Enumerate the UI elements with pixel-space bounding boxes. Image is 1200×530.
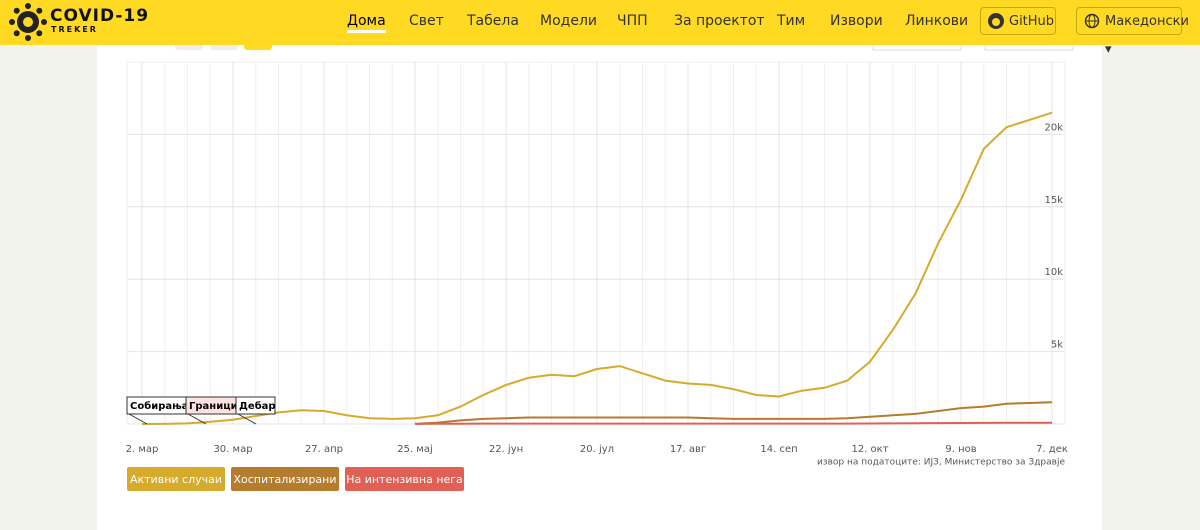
github-button[interactable]: GitHub (980, 7, 1056, 35)
source-note: извор на податоците: ИЈЗ, Министерство з… (817, 458, 1066, 468)
annotation-stem (187, 413, 207, 425)
series-line (141, 111, 1053, 425)
logo-title: COVID-19 (50, 6, 150, 26)
annotation-box (235, 396, 276, 415)
series-line (414, 401, 1053, 425)
logo-icon (9, 3, 47, 41)
y-tick-label: 10k (1044, 267, 1063, 278)
annotation-stem (237, 413, 257, 425)
annotation-label: Граници (189, 401, 238, 412)
y-tick-label: 15k (1044, 195, 1063, 206)
x-tick-label: 22. јун (489, 443, 523, 455)
x-tick-label: 30. мар (213, 444, 252, 455)
nav-link[interactable]: Тим (777, 13, 806, 29)
legend-button[interactable] (345, 467, 464, 491)
legend-label: На интензивна нега (346, 473, 463, 486)
nav-link[interactable]: ЧПП (617, 13, 648, 29)
header: COVID-19 TREKER Дома Свет Табела Модели ЧПП З… (0, 0, 1200, 57)
nav-link[interactable]: Модели (540, 13, 597, 29)
x-tick-label: 17. авг (670, 444, 706, 455)
legend-button[interactable] (127, 467, 225, 491)
y-tick-label: 20k (1044, 122, 1063, 133)
plot-area (126, 61, 1066, 425)
series-line (414, 421, 1052, 425)
language-select[interactable]: Македонски ▾ (1076, 7, 1189, 57)
annotation-label: Дебар (239, 400, 276, 412)
annotation-stem (128, 413, 148, 425)
x-tick-label: 27. апр (305, 444, 343, 455)
x-tick-label: 20. јул (580, 443, 614, 455)
nav-link[interactable]: Дома (347, 0, 386, 42)
x-tick-label: 2. мар (126, 444, 159, 455)
x-tick-label: 14. сеп (760, 444, 797, 455)
logo-subtitle: TREKER (51, 25, 98, 34)
legend-label: Хоспитализирани (233, 473, 336, 486)
annotation-label: Собирања (130, 400, 188, 412)
x-tick-label: 25. мај (397, 443, 433, 455)
language-label: Македонски (1105, 14, 1189, 29)
legend-label: Активни случаи (130, 473, 222, 486)
legend-button[interactable] (231, 467, 339, 491)
nav-link[interactable]: Извори (830, 13, 883, 29)
x-tick-label: 9. нов (945, 444, 976, 455)
nav-link[interactable]: За проектот (674, 13, 765, 29)
github-label: GitHub (1009, 14, 1055, 29)
x-tick-label: 12. окт (851, 444, 888, 455)
nav-link[interactable]: Линкови (905, 13, 969, 29)
y-tick-label: 5k (1051, 340, 1063, 351)
x-tick-label: 7. дек (1036, 444, 1068, 455)
nav-link[interactable]: Свет (409, 13, 444, 29)
nav-link[interactable]: Табела (467, 13, 519, 29)
